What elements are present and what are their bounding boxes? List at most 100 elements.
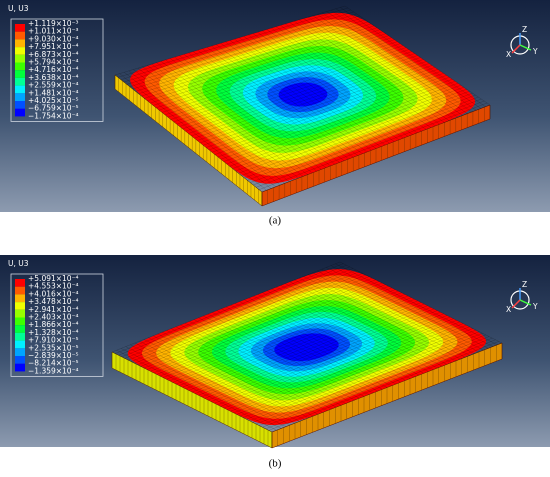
mesh-line: [184, 323, 346, 404]
mesh-line: [135, 19, 366, 92]
mesh-line: [280, 285, 443, 367]
mesh-line: [217, 315, 447, 405]
legend-label: −1.754×10⁻⁴: [28, 111, 79, 120]
mesh-line: [214, 73, 444, 155]
legend-swatch: [15, 77, 25, 86]
mesh-line: [220, 77, 450, 160]
mesh-line: [156, 62, 304, 177]
mesh-line: [143, 339, 305, 420]
legend-label: +4.016×10⁻⁴: [28, 289, 79, 298]
mesh-line: [250, 96, 479, 183]
mesh-line: [133, 69, 281, 186]
legend-label: +2.941×10⁻⁴: [28, 305, 79, 314]
legend-label: +2.403×10⁻⁴: [28, 313, 79, 322]
legend-swatch: [15, 70, 25, 78]
mesh-line: [137, 67, 285, 184]
triad-axis: [519, 299, 532, 306]
mesh-line: [111, 261, 341, 353]
mesh-line: [255, 334, 486, 425]
mesh-line: [236, 325, 467, 415]
legend-swatch: [15, 363, 25, 372]
mesh-line: [140, 276, 370, 367]
mesh-line: [161, 37, 392, 113]
mesh-line: [209, 69, 438, 151]
mesh-line: [124, 72, 272, 189]
mesh-line: [261, 104, 491, 193]
legend-swatch: [15, 24, 25, 32]
legend-swatch: [15, 302, 25, 310]
mesh-line: [243, 36, 390, 144]
mesh-line: [271, 342, 503, 433]
legend-label: +5.794×10⁻⁴: [28, 58, 79, 67]
legend-swatch: [15, 325, 25, 333]
mesh-line: [125, 346, 286, 427]
mesh-line: [266, 29, 413, 135]
legend-swatch: [15, 317, 25, 326]
mesh-line: [225, 41, 372, 151]
legend-swatch: [15, 286, 25, 295]
mesh-line: [189, 321, 351, 402]
triad-axis: [511, 44, 521, 54]
legend-swatch: [15, 47, 25, 55]
mesh-line: [197, 50, 345, 161]
mesh-line: [232, 85, 462, 169]
legend-frame: [10, 273, 104, 377]
legend-label: +1.328×10⁻⁴: [28, 328, 79, 337]
mesh-line: [220, 316, 451, 407]
mesh-line: [172, 292, 402, 383]
mesh-line: [285, 283, 447, 365]
mesh-line: [114, 5, 346, 76]
mesh-line: [159, 35, 389, 111]
mesh-line: [163, 287, 392, 378]
mesh-line: [340, 7, 486, 107]
mesh-line: [253, 296, 415, 377]
legend-label: +6.873×10⁻⁴: [28, 50, 79, 59]
mesh-line: [252, 333, 483, 423]
mesh-line: [179, 55, 326, 168]
mesh-line: [175, 326, 337, 408]
legend-swatch: [15, 39, 25, 48]
mesh-line: [207, 314, 369, 395]
mesh-line: [119, 73, 267, 191]
mesh-line: [216, 310, 378, 392]
mesh-line: [151, 63, 299, 179]
legend-swatch: [15, 294, 25, 303]
legend-swatch: [15, 309, 25, 318]
mesh-line: [116, 350, 277, 431]
mesh-line: [180, 324, 342, 406]
mesh-line: [241, 90, 470, 176]
triad-label: X: [506, 305, 511, 314]
mesh-line: [175, 294, 405, 385]
mesh-line: [171, 328, 332, 409]
mesh-line: [235, 303, 397, 385]
legend-swatch: [15, 54, 25, 63]
mesh-line: [298, 19, 445, 123]
mesh-line: [121, 266, 350, 357]
mesh-line: [234, 38, 381, 147]
mesh-line: [201, 307, 431, 397]
legend-swatch: [15, 85, 25, 94]
legend-label: +2.535×10⁻⁵: [28, 343, 79, 352]
mesh-line: [202, 48, 349, 160]
mesh-line: [214, 313, 444, 404]
legend-swatch: [15, 348, 25, 356]
mesh-line: [229, 83, 459, 167]
legend-label: +1.119×10⁻³: [28, 19, 79, 28]
mesh-line: [144, 25, 375, 99]
mesh-line: [335, 8, 481, 109]
legend-swatch: [15, 101, 25, 109]
mesh-line: [227, 320, 457, 410]
mesh-line: [165, 59, 313, 173]
mesh-line: [176, 47, 406, 125]
mesh-line: [235, 87, 464, 172]
mesh-line: [121, 348, 282, 429]
mesh-line: [166, 289, 396, 380]
mesh-line: [249, 331, 480, 421]
mesh-line: [127, 269, 357, 361]
mesh-line: [191, 57, 421, 136]
legend-swatch: [15, 332, 25, 341]
legend-swatch: [15, 108, 25, 117]
mesh-line: [230, 305, 392, 386]
mesh-line: [194, 59, 424, 139]
mesh-line: [117, 7, 348, 78]
